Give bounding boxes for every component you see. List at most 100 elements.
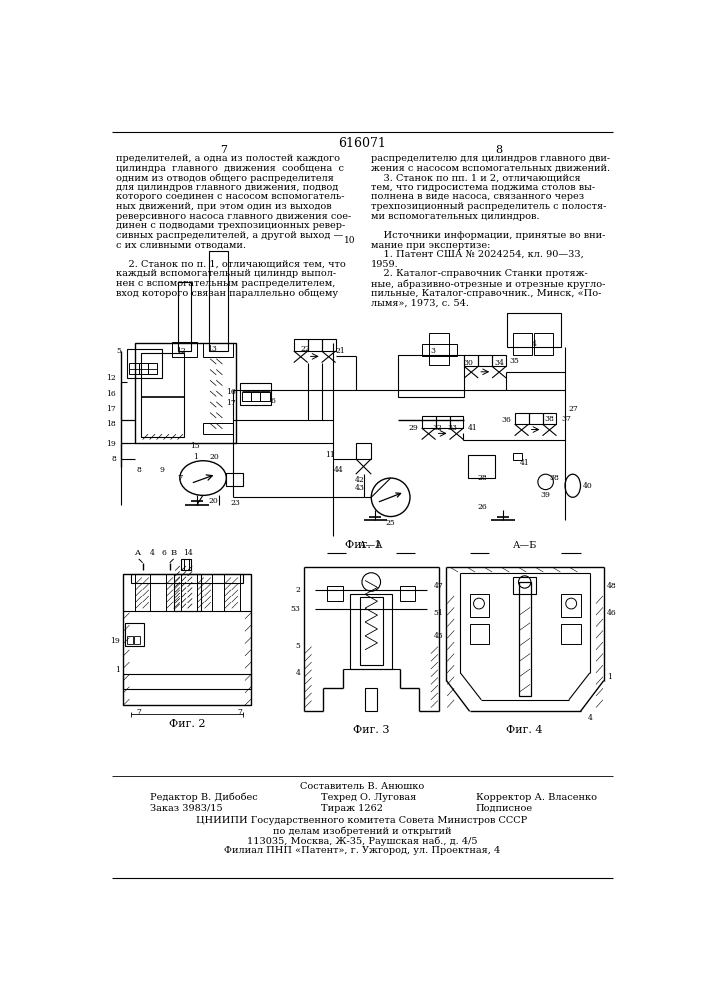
Bar	[542, 413, 556, 424]
Text: 47: 47	[433, 582, 443, 590]
Text: 5: 5	[296, 642, 300, 650]
Text: Корректор А. Власенко: Корректор А. Власенко	[476, 793, 597, 802]
Text: тем, что гидросистема поджима столов вы-: тем, что гидросистема поджима столов вы-	[371, 183, 595, 192]
Text: 7: 7	[221, 145, 228, 155]
Text: 1959.: 1959.	[371, 260, 399, 269]
Bar	[360, 597, 383, 665]
Bar	[534, 333, 554, 355]
Text: 20: 20	[209, 497, 218, 505]
Text: которого соединен с насосом вспомогатель-: которого соединен с насосом вспомогатель…	[115, 192, 344, 201]
Bar	[148, 363, 158, 374]
Text: Составитель В. Анюшко: Составитель В. Анюшко	[300, 782, 424, 791]
Text: Фиг. 4: Фиг. 4	[506, 725, 543, 735]
Text: 34: 34	[494, 359, 504, 367]
Bar	[507, 312, 561, 347]
Text: 6: 6	[162, 549, 167, 557]
Text: 29: 29	[408, 424, 418, 432]
Bar	[529, 413, 542, 424]
Bar	[125, 623, 144, 646]
Bar	[182, 559, 191, 570]
Bar	[139, 363, 148, 374]
Text: 33: 33	[448, 424, 457, 432]
Bar	[492, 355, 506, 366]
Text: 26: 26	[477, 503, 487, 511]
Text: 38: 38	[544, 415, 554, 423]
Text: A: A	[134, 549, 140, 557]
Text: 51: 51	[433, 609, 443, 617]
Text: 2. Каталог-справочник Станки протяж-: 2. Каталог-справочник Станки протяж-	[371, 269, 588, 278]
Bar	[421, 416, 436, 428]
Text: сивных распределителей, а другой выход —: сивных распределителей, а другой выход —	[115, 231, 343, 240]
Text: 42: 42	[355, 476, 365, 484]
Bar	[351, 594, 392, 669]
Text: одним из отводов общего распределителя: одним из отводов общего распределителя	[115, 173, 334, 183]
Bar	[240, 383, 271, 405]
Bar	[177, 282, 192, 351]
Text: 4: 4	[588, 714, 592, 722]
Text: 9: 9	[160, 466, 165, 475]
Text: 1: 1	[115, 666, 120, 674]
Text: 37: 37	[561, 415, 571, 423]
Text: 38: 38	[550, 474, 559, 482]
Text: динен с подводами трехпозиционных ревер-: динен с подводами трехпозиционных ревер-	[115, 221, 345, 230]
Text: 32: 32	[432, 424, 442, 432]
Text: 15: 15	[190, 442, 200, 450]
Bar	[436, 416, 450, 428]
Bar	[468, 455, 495, 478]
Text: 39: 39	[541, 491, 551, 499]
Text: пильные, Каталог-справочник., Минск, «По-: пильные, Каталог-справочник., Минск, «По…	[371, 289, 602, 298]
Text: 8: 8	[136, 466, 141, 475]
Bar	[293, 339, 308, 351]
Text: распределителю для цилиндров главного дви-: распределителю для цилиндров главного дв…	[371, 154, 610, 163]
Bar	[478, 355, 492, 366]
Bar	[429, 333, 449, 365]
Text: Тираж 1262: Тираж 1262	[321, 804, 383, 813]
Text: жения с насосом вспомогательных движений.: жения с насосом вспомогательных движений…	[371, 164, 610, 173]
Bar	[398, 355, 464, 397]
Text: вход которого связан параллельно общему: вход которого связан параллельно общему	[115, 289, 338, 298]
Text: 113035, Москва, Ж-35, Раушская наб., д. 4/5: 113035, Москва, Ж-35, Раушская наб., д. …	[247, 836, 477, 846]
Text: 3. Станок по пп. 1 и 2, отличающийся: 3. Станок по пп. 1 и 2, отличающийся	[371, 173, 581, 182]
Text: Источники информации, принятые во вни-: Источники информации, принятые во вни-	[371, 231, 606, 240]
Bar	[450, 416, 464, 428]
Bar	[224, 574, 240, 611]
Text: 5: 5	[116, 347, 121, 355]
Text: каждый вспомогательный цилиндр выпол-: каждый вспомогательный цилиндр выпол-	[115, 269, 336, 278]
Text: 21: 21	[336, 347, 345, 355]
Bar	[123, 574, 251, 705]
Text: Фиг. 2: Фиг. 2	[168, 719, 205, 729]
Text: 46: 46	[607, 609, 617, 617]
Text: 6: 6	[271, 397, 275, 405]
Bar	[141, 353, 184, 437]
Text: 4: 4	[296, 669, 300, 677]
Bar	[308, 339, 322, 351]
Bar	[209, 251, 228, 351]
Text: 4: 4	[151, 549, 155, 557]
Text: А—А: А—А	[359, 541, 383, 550]
Bar	[518, 582, 531, 696]
Text: 16: 16	[226, 388, 235, 396]
Text: 7: 7	[136, 708, 141, 716]
Bar	[166, 574, 182, 611]
Bar	[260, 392, 270, 401]
Bar	[203, 343, 233, 357]
Bar	[242, 392, 251, 401]
Text: 28: 28	[477, 474, 487, 482]
Text: с их сливными отводами.: с их сливными отводами.	[115, 241, 245, 250]
Bar	[134, 636, 140, 644]
Bar	[513, 577, 537, 594]
Text: цилиндра  главного  движения  сообщена  с: цилиндра главного движения сообщена с	[115, 164, 344, 173]
Text: 2: 2	[296, 586, 300, 594]
Text: 12: 12	[177, 347, 186, 355]
Text: 1: 1	[607, 673, 612, 681]
Text: пределителей, а одна из полостей каждого: пределителей, а одна из полостей каждого	[115, 154, 339, 163]
Text: реверсивного насоса главного движения сое-: реверсивного насоса главного движения со…	[115, 212, 351, 221]
Bar	[129, 363, 139, 374]
Text: нен с вспомогательным распределителем,: нен с вспомогательным распределителем,	[115, 279, 335, 288]
Text: 25: 25	[386, 519, 395, 527]
Bar	[515, 413, 529, 424]
Text: 11: 11	[325, 451, 334, 459]
Text: ных движений, при этом один из выходов: ных движений, при этом один из выходов	[115, 202, 331, 211]
Text: Подписное: Подписное	[476, 804, 533, 813]
Bar	[327, 586, 343, 601]
